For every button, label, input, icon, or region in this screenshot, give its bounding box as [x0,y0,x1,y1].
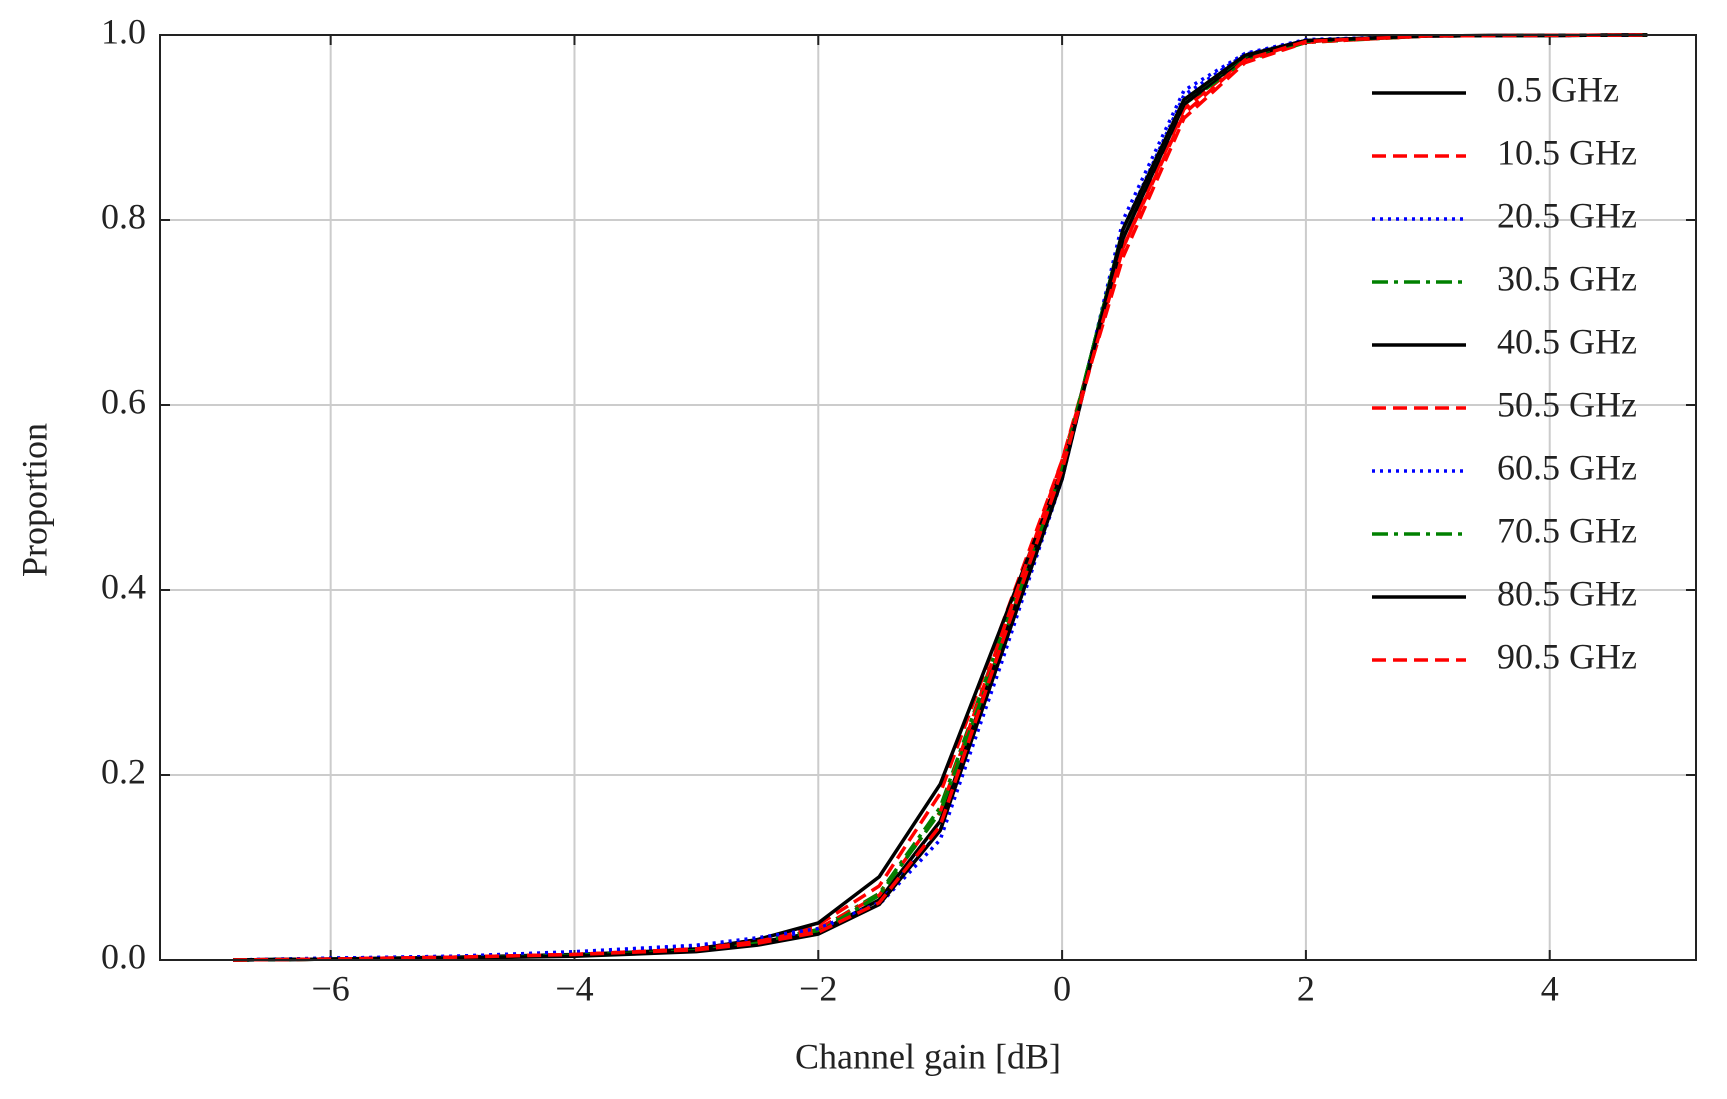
x-tick-label: −4 [555,968,593,1008]
legend-label: 80.5 GHz [1497,573,1637,613]
legend-label: 40.5 GHz [1497,321,1637,361]
x-tick-label: 2 [1297,968,1315,1008]
legend-label: 20.5 GHz [1497,195,1637,235]
y-tick-label: 0.0 [101,936,146,976]
x-tick-label: −6 [312,968,350,1008]
legend-label: 70.5 GHz [1497,510,1637,550]
series-line [233,33,1648,962]
y-tick-label: 1.0 [101,11,146,51]
legend-label: 0.5 GHz [1497,69,1619,109]
x-tick-label: 0 [1053,968,1071,1008]
plot-frame [159,34,1697,961]
x-tick-label: −2 [799,968,837,1008]
y-tick-label: 0.8 [101,196,146,236]
y-axis-label: Proportion [14,423,54,577]
legend-label: 50.5 GHz [1497,384,1637,424]
legend-label: 10.5 GHz [1497,132,1637,172]
x-axis-label: Channel gain [dB] [795,1036,1061,1076]
y-tick-label: 0.6 [101,381,146,421]
x-tick-label: 4 [1541,968,1559,1008]
legend-label: 90.5 GHz [1497,636,1637,676]
legend-label: 60.5 GHz [1497,447,1637,487]
y-tick-label: 0.4 [101,566,146,606]
legend-label: 30.5 GHz [1497,258,1637,298]
y-tick-label: 0.2 [101,751,146,791]
